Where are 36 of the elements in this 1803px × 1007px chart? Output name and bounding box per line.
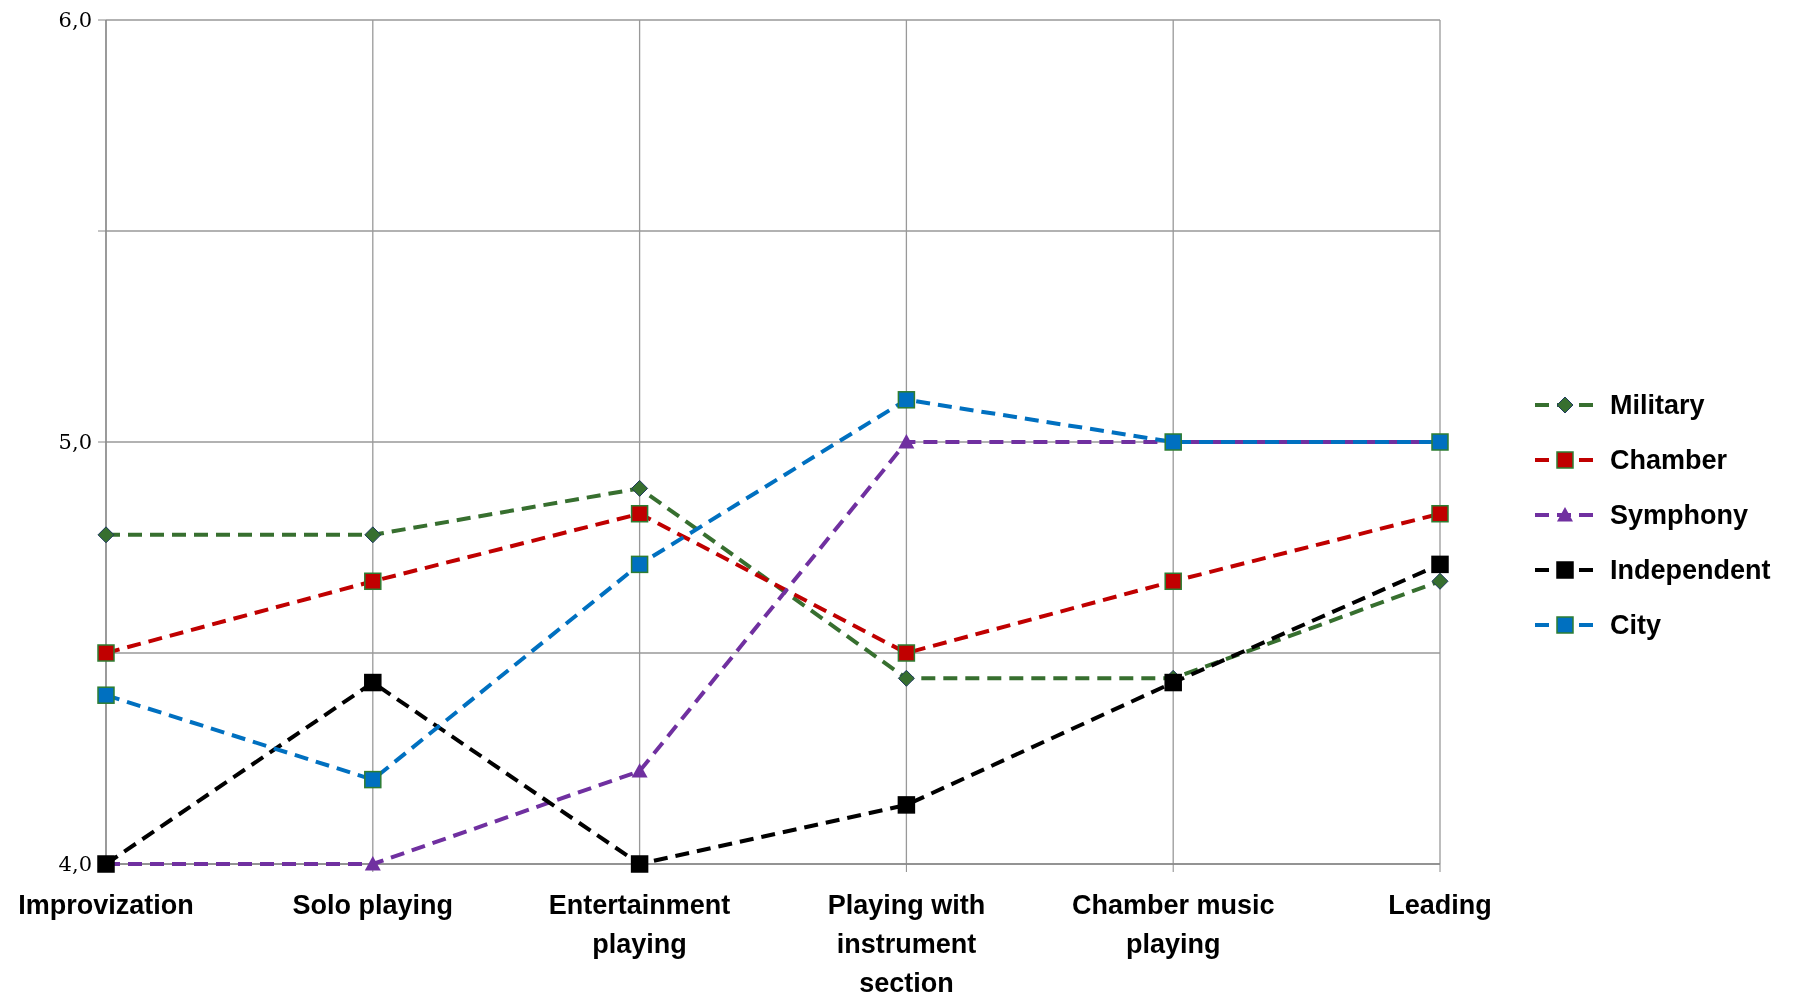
legend-label: City (1610, 610, 1662, 641)
point (97, 644, 115, 662)
point (1431, 572, 1449, 590)
x-tick-label: Playing with instrument section (827, 890, 986, 998)
x-tick-label: Chamber music playing (1071, 890, 1275, 959)
point (97, 686, 115, 704)
legend-label: Military (1610, 390, 1705, 421)
point (364, 572, 382, 591)
legend-label: Independent (1610, 555, 1771, 586)
legend-label: Symphony (1610, 500, 1749, 531)
y-tick-label: 6,0 (58, 8, 92, 33)
y-tick-label: 4,0 (58, 852, 92, 877)
point (364, 526, 382, 544)
point (97, 526, 115, 544)
x-tick-label: Entertainment playing (548, 890, 731, 959)
point (630, 555, 649, 574)
point (898, 434, 915, 449)
point (897, 669, 915, 687)
legend-label: Chamber (1610, 445, 1728, 476)
point (364, 856, 381, 871)
point (630, 855, 649, 873)
point (1164, 572, 1182, 591)
point (631, 479, 649, 497)
point (897, 796, 916, 814)
x-tick-label: Improvization (18, 890, 194, 920)
x-tick-label: Solo playing (292, 890, 454, 920)
x-tick-label: Leading (1388, 890, 1492, 920)
point (897, 391, 916, 409)
point (364, 770, 382, 789)
point (1431, 555, 1449, 574)
point (1431, 504, 1449, 523)
y-tick-label: 5,0 (58, 430, 92, 455)
point (631, 763, 648, 778)
point (364, 673, 382, 692)
point (897, 644, 916, 662)
point (630, 504, 649, 523)
